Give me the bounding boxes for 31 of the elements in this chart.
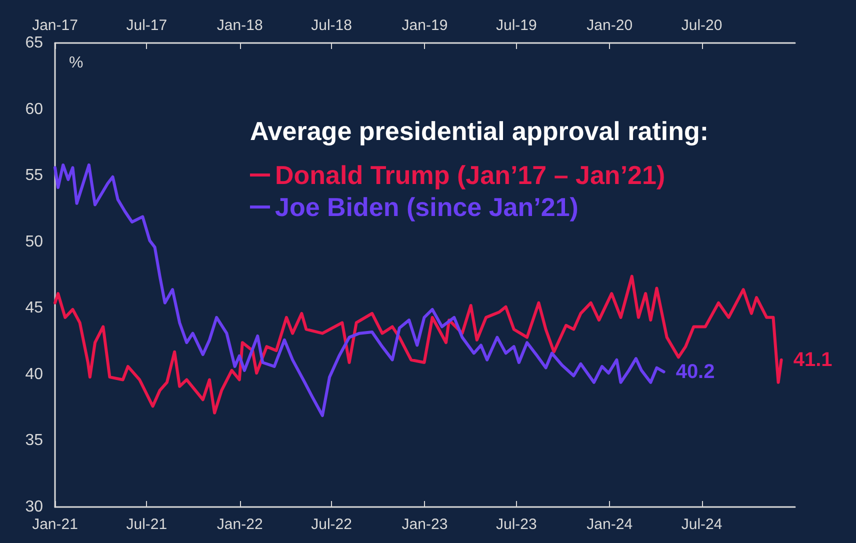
x-tick-label: Jul-21 — [126, 516, 168, 533]
y-tick-label: 35 — [25, 432, 44, 450]
x-tick-label: Jan-21 — [32, 516, 78, 533]
x2-tick-label: Jan-18 — [216, 17, 263, 34]
x-tick-label: Jul-24 — [681, 516, 722, 533]
data-label: 40.2 — [676, 360, 715, 383]
x2-tick-label: Jan-19 — [402, 17, 448, 34]
legend-label: Joe Biden (since Jan’21) — [275, 192, 578, 222]
line-series — [54, 163, 666, 418]
x2-tick-label: Jan-17 — [32, 17, 78, 34]
y-tick-label: 65 — [25, 34, 44, 52]
y-tick-label: 55 — [25, 167, 44, 184]
x2-tick-label: Jan-20 — [586, 17, 633, 34]
data-label: 41.1 — [793, 348, 832, 371]
y-tick-label: 60 — [25, 100, 44, 118]
y-tick-label: 30 — [25, 498, 44, 516]
y-tick-label: 50 — [25, 233, 44, 250]
legend-label: Donald Trump (Jan’17 – Jan’21) — [275, 160, 666, 190]
y-tick-label: 45 — [25, 300, 44, 317]
x-tick-label: Jul-23 — [496, 516, 537, 533]
x-tick-label: Jul-22 — [311, 516, 352, 533]
x-tick-label: Jan-23 — [402, 516, 448, 533]
x2-tick-label: Jul-18 — [311, 17, 352, 34]
y-axis-title: % — [69, 54, 84, 72]
legend-title: Average presidential approval rating: — [250, 116, 709, 146]
x-tick-label: Jan-22 — [216, 516, 263, 533]
x2-tick-label: Jul-19 — [496, 17, 537, 34]
x2-tick-label: Jul-17 — [126, 17, 168, 34]
x2-tick-label: Jul-20 — [681, 17, 722, 34]
y-tick-label: 40 — [25, 366, 44, 383]
x-tick-label: Jan-24 — [586, 516, 633, 533]
